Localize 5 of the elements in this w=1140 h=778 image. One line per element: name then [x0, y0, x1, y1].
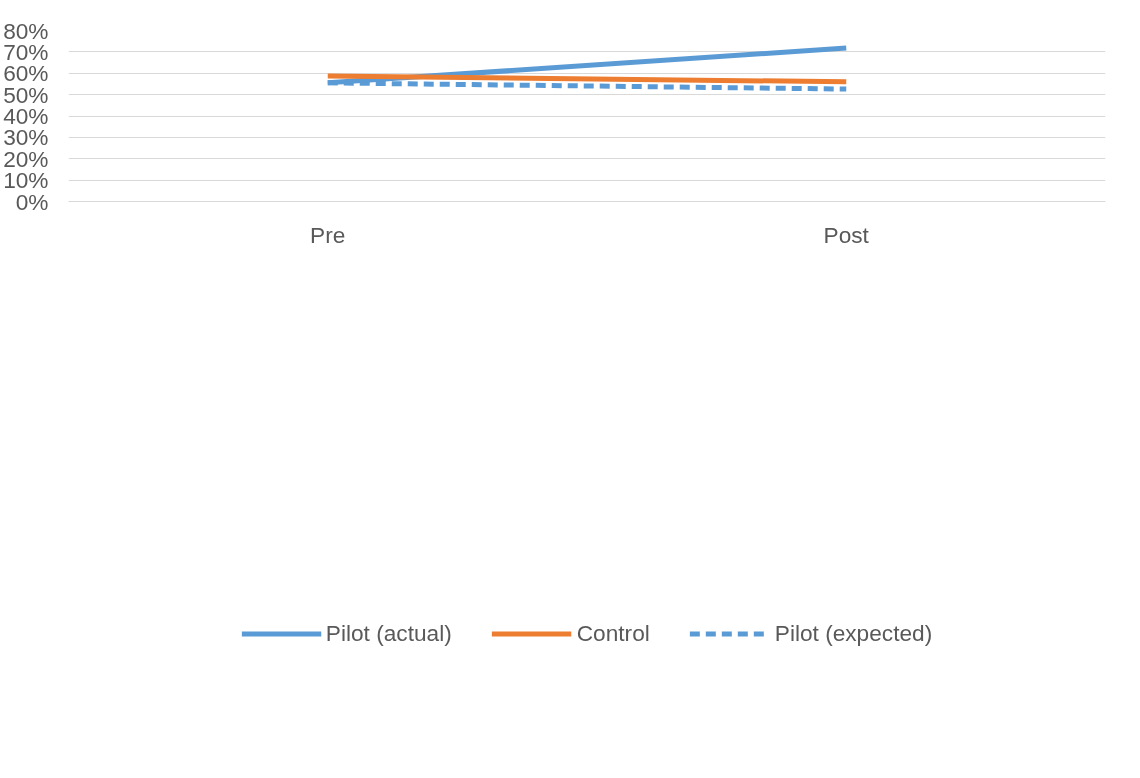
legend-label: Pilot (expected)	[774, 619, 933, 647]
x-tick-label: Post	[823, 221, 870, 248]
x-tick-label: Pre	[310, 221, 346, 248]
legend-label: Pilot (actual)	[325, 619, 452, 647]
legend-label: Control	[576, 619, 650, 647]
